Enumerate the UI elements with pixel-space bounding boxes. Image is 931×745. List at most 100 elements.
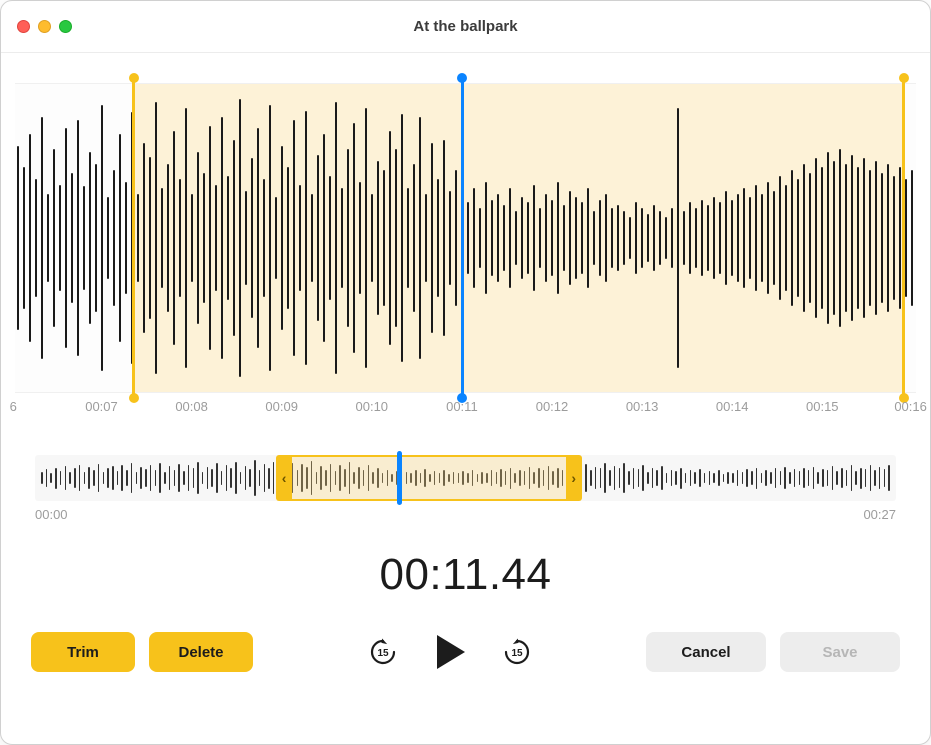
waveform-bar [275,197,277,280]
overview-bar [259,470,261,485]
playhead[interactable] [461,78,464,398]
svg-text:15: 15 [511,648,523,659]
cancel-button[interactable]: Cancel [646,632,766,672]
overview-bar [136,472,138,485]
overview-bar [211,469,213,487]
waveform-bar [515,211,517,264]
waveform-bar [875,161,877,315]
overview-trim-end-handle[interactable]: › [566,455,582,501]
waveform-bar [377,161,379,315]
waveform-bar [311,194,313,283]
overview-bar [600,468,602,487]
waveform-overview[interactable]: ‹ › [35,455,896,501]
skip-forward-icon: 15 [501,636,533,668]
waveform-bar [95,164,97,312]
overview-bar [780,471,782,485]
overview-bar [633,468,635,489]
overview-bar [638,469,640,487]
overview-bar [98,464,100,492]
waveform-bar [35,179,37,297]
overview-bar [88,467,90,490]
waveform-bar [713,197,715,280]
overview-bar [41,472,43,485]
minimize-window-button[interactable] [38,20,51,33]
waveform-bar [473,188,475,289]
overview-bar [765,470,767,487]
waveform-bar [47,194,49,283]
waveform-bar [191,194,193,283]
overview-bar [79,465,81,491]
waveform-bar [227,176,229,300]
overview-bar [799,471,801,484]
overview-bar [230,468,232,488]
overview-bar [813,467,815,490]
overview-bar [50,473,52,484]
waveform-bar [509,188,511,289]
overview-bar [855,471,857,485]
waveform-bar [797,179,799,297]
overview-bar [595,467,597,490]
waveform-bar [215,185,217,292]
waveform-bar [605,194,607,283]
waveform-bar [851,155,853,321]
svg-text:15: 15 [377,648,389,659]
save-button[interactable]: Save [780,632,900,672]
ruler-tick: 00:07 [85,399,118,414]
overview-bar [822,469,824,487]
waveform-bar [221,117,223,360]
play-button[interactable] [428,630,472,674]
waveform-bar [287,167,289,309]
waveform-bar [53,149,55,327]
overview-bar [874,470,876,485]
skip-back-15-button[interactable]: 15 [366,635,400,669]
trim-start-handle[interactable] [132,78,135,398]
waveform-main[interactable] [15,83,916,393]
window-title: At the ballpark [1,18,930,35]
waveform-bar [581,202,583,273]
waveform-bar [383,170,385,306]
overview-bar [628,471,630,485]
delete-button[interactable]: Delete [149,632,253,672]
overview-bar [74,468,76,487]
trim-button[interactable]: Trim [31,632,135,672]
waveform-bar [587,188,589,289]
waveform-bar [443,140,445,335]
waveform-bar [521,197,523,280]
overview-bar [870,465,872,491]
overview-bar [216,463,218,492]
overview-trim-start-handle[interactable]: ‹ [276,455,292,501]
edit-toolbar: Trim Delete 15 [1,630,930,704]
overview-bar [202,472,204,485]
waveform-bar [299,185,301,292]
waveform-bar [455,170,457,306]
waveform-bar [209,126,211,351]
overview-bar [732,473,734,483]
overview-playhead[interactable] [397,451,402,505]
waveform-bar [203,173,205,303]
overview-bar [832,466,834,490]
overview-bar [55,468,57,489]
overview-bar [851,465,853,490]
overview-bar [713,473,715,484]
overview-bar [808,470,810,485]
overview-bar [846,470,848,487]
waveform-bar [179,179,181,297]
waveform-bar [425,194,427,283]
waveform-bar [545,194,547,283]
overview-bar [240,472,242,485]
waveform-bar [539,208,541,267]
zoom-window-button[interactable] [59,20,72,33]
skip-forward-15-button[interactable]: 15 [500,635,534,669]
overview-bar [742,472,744,484]
waveform-bar [743,188,745,289]
overview-bar [761,473,763,484]
overview-bar [751,471,753,484]
close-window-button[interactable] [17,20,30,33]
transport-controls: 15 15 [366,630,534,674]
overview-bar [226,465,228,491]
overview-bar [604,463,606,492]
waveform-bar [683,211,685,264]
waveform-bar [707,205,709,270]
waveform-bars [15,84,916,392]
overview-bar [159,463,161,493]
